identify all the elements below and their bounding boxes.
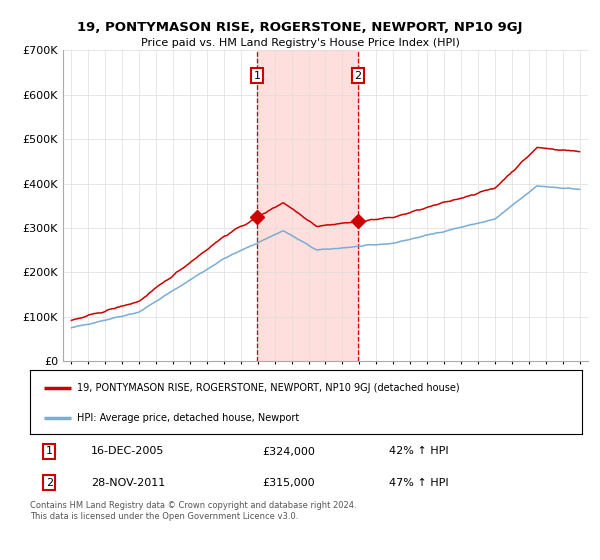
Text: Price paid vs. HM Land Registry's House Price Index (HPI): Price paid vs. HM Land Registry's House … — [140, 38, 460, 48]
Text: 47% ↑ HPI: 47% ↑ HPI — [389, 478, 448, 488]
Text: 2: 2 — [354, 71, 361, 81]
Text: £315,000: £315,000 — [262, 478, 314, 488]
Text: Contains HM Land Registry data © Crown copyright and database right 2024.
This d: Contains HM Land Registry data © Crown c… — [30, 502, 356, 521]
Text: 28-NOV-2011: 28-NOV-2011 — [91, 478, 165, 488]
Text: £324,000: £324,000 — [262, 446, 315, 456]
Text: 1: 1 — [254, 71, 260, 81]
Text: 19, PONTYMASON RISE, ROGERSTONE, NEWPORT, NP10 9GJ (detached house): 19, PONTYMASON RISE, ROGERSTONE, NEWPORT… — [77, 382, 460, 393]
Text: HPI: Average price, detached house, Newport: HPI: Average price, detached house, Newp… — [77, 413, 299, 423]
Text: 19, PONTYMASON RISE, ROGERSTONE, NEWPORT, NP10 9GJ: 19, PONTYMASON RISE, ROGERSTONE, NEWPORT… — [77, 21, 523, 34]
Bar — [257, 50, 358, 361]
Text: 16-DEC-2005: 16-DEC-2005 — [91, 446, 164, 456]
Text: 2: 2 — [46, 478, 53, 488]
Text: 1: 1 — [46, 446, 53, 456]
Text: 42% ↑ HPI: 42% ↑ HPI — [389, 446, 448, 456]
